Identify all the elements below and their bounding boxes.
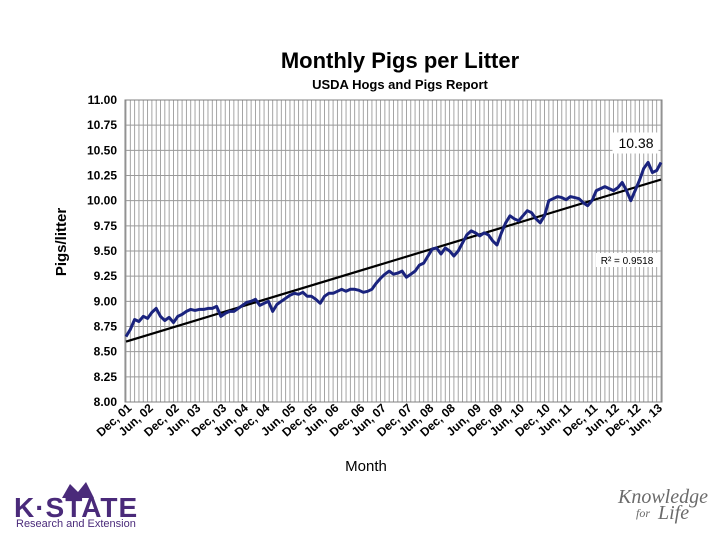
grid <box>125 99 662 403</box>
y-tick-label: 10.00 <box>87 194 117 208</box>
tagline-for: for <box>636 506 651 520</box>
y-axis-label: Pigs/litter <box>53 208 70 277</box>
y-tick-label: 8.75 <box>94 320 118 334</box>
y-tick-label: 9.75 <box>94 219 118 233</box>
y-tick-label: 10.25 <box>87 169 117 183</box>
y-tick-label: 11.00 <box>88 93 118 107</box>
k-state-logo: K·STATE Research and Extension <box>14 482 144 534</box>
series-line-pigs-per-litter <box>124 160 663 338</box>
axes <box>124 99 663 403</box>
y-tick-labels: 11.00 10.75 10.50 10.25 10.00 9.75 9.50 9.25 9.0… <box>87 93 117 409</box>
footer <box>0 478 720 540</box>
y-tick-label: 10.50 <box>87 143 117 157</box>
trend-line <box>125 178 662 343</box>
y-tick-label: 8.50 <box>94 345 118 359</box>
logo-subtext: Research and Extension <box>16 518 136 530</box>
last-value-label: 10.38 <box>618 135 653 151</box>
y-tick-label: 8.25 <box>94 370 118 384</box>
y-tick-label: 9.25 <box>94 269 118 283</box>
r-squared-callout: R² = 0.9518 <box>596 253 658 267</box>
tagline-knowledge: Knowledge <box>618 486 708 508</box>
plot-border <box>124 99 663 403</box>
r-squared-label: R² = 0.9518 <box>601 256 654 267</box>
last-value-callout: 10.38 <box>612 132 659 154</box>
chart-subtitle: USDA Hogs and Pigs Report <box>312 77 488 92</box>
x-axis-label: Month <box>345 458 387 475</box>
y-tick-label: 9.00 <box>94 294 118 308</box>
y-tick-label: 10.75 <box>87 118 117 132</box>
y-tick-label: 9.50 <box>94 244 118 258</box>
y-tick-label: 8.00 <box>94 395 118 409</box>
tagline-life: Life <box>658 502 690 524</box>
series <box>124 160 663 343</box>
chart-title: Monthly Pigs per Litter <box>280 48 520 73</box>
wildcat-icon <box>62 482 94 498</box>
logo-text: K·STATE <box>14 492 139 523</box>
